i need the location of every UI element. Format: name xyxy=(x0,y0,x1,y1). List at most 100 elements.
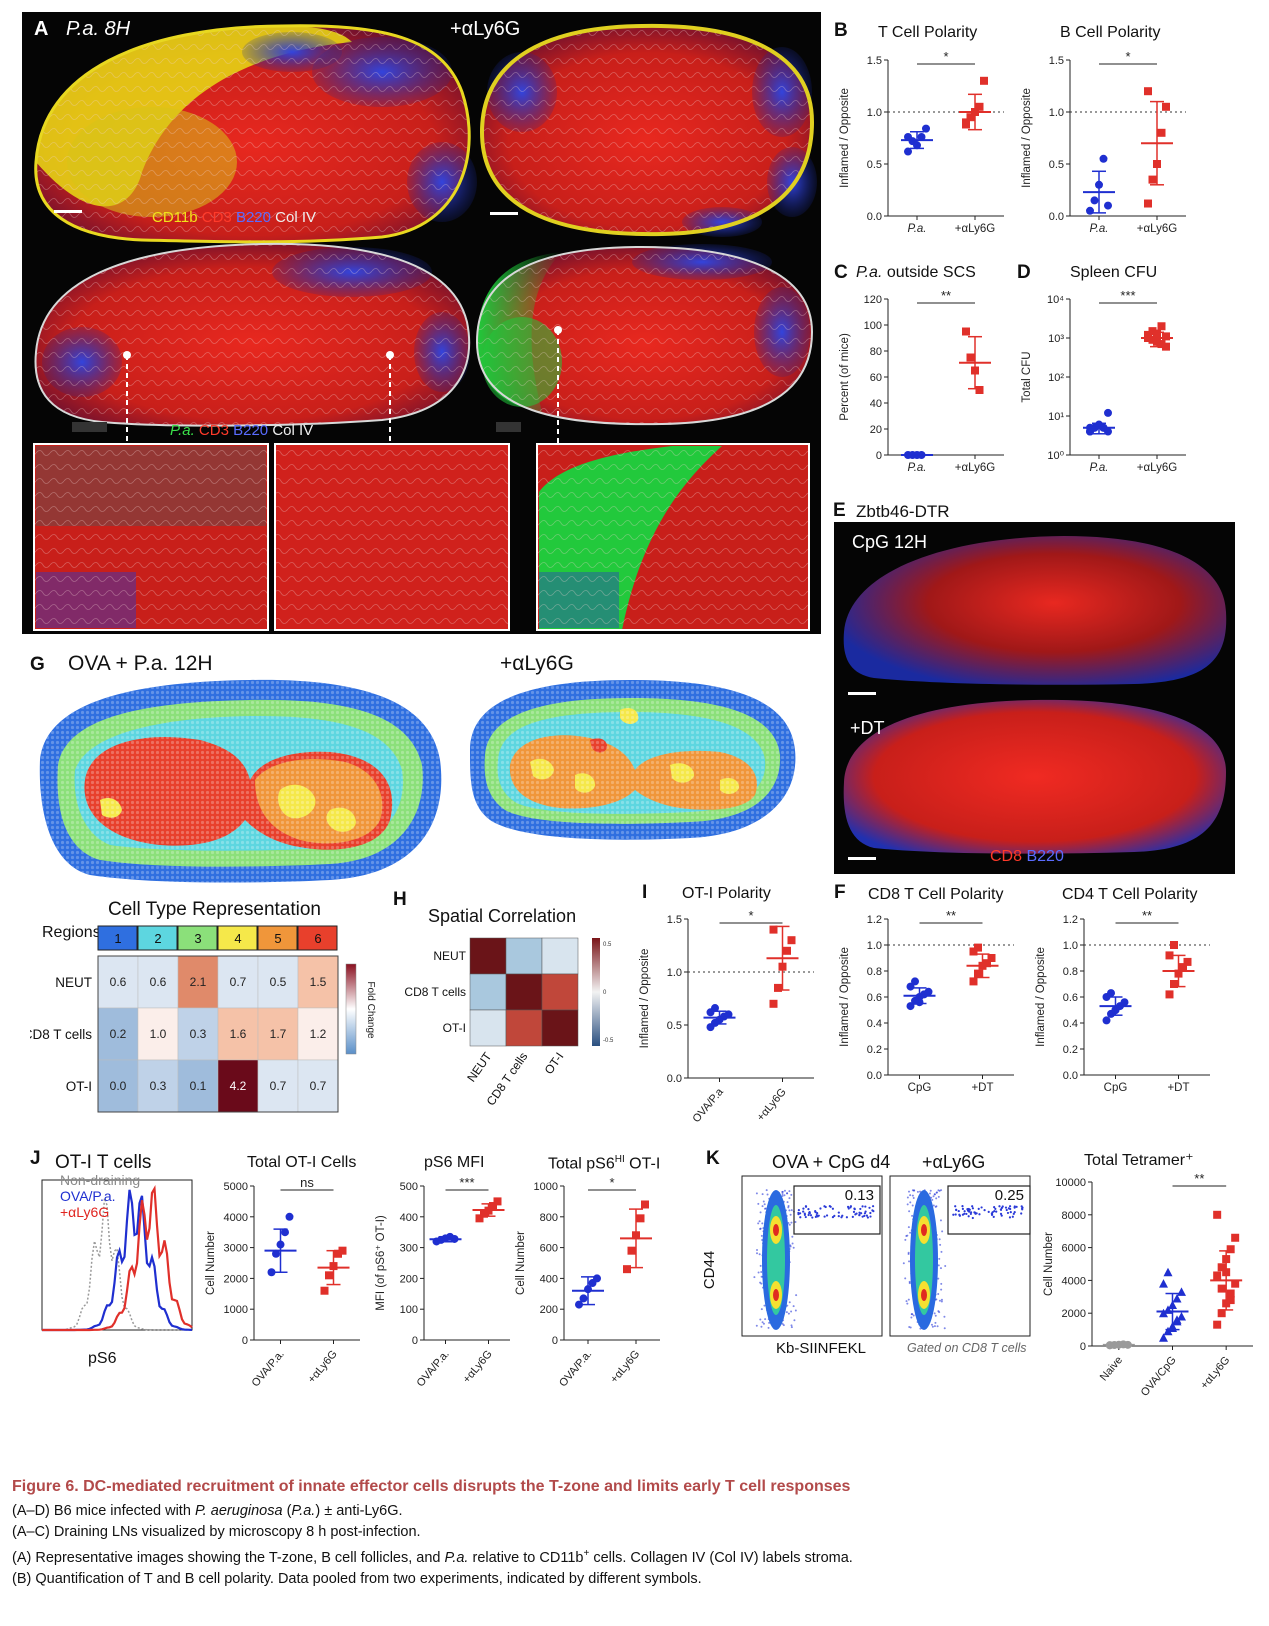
flow-event-gated xyxy=(1020,1205,1023,1208)
flow-event xyxy=(787,1206,790,1209)
heatmap-cell xyxy=(97,1007,139,1061)
y-axis-label: Inflamed / Opposite xyxy=(839,88,851,188)
flow-event xyxy=(906,1196,909,1199)
flow-event-gated xyxy=(954,1213,957,1216)
flow-event xyxy=(790,1310,793,1313)
flow-event xyxy=(902,1262,905,1265)
panel-letter-f: F xyxy=(834,882,846,903)
y-tick-label: 100 xyxy=(864,320,882,332)
correlation-col-label: NEUT xyxy=(464,1049,495,1084)
y-tick-label: 100 xyxy=(400,1304,418,1316)
flow-event-gated xyxy=(969,1211,973,1214)
heatmap-border xyxy=(97,955,339,1113)
data-point xyxy=(636,1214,645,1223)
data-point xyxy=(769,925,778,934)
flow-event-gated xyxy=(807,1213,810,1217)
y-tick-label: 0.4 xyxy=(1063,1018,1078,1030)
flow-event xyxy=(909,1194,912,1197)
heatmap-chart: 1 2 3 4 5 6 NEUT 0.6 0.6 2.1 0.7 0.5 1.5 CD8 T cells 0… xyxy=(30,925,376,1113)
flow-event xyxy=(760,1308,763,1311)
y-tick-label: 0 xyxy=(412,1335,418,1347)
heatmap-value: 0.3 xyxy=(190,1027,207,1041)
data-point xyxy=(975,386,984,394)
data-point xyxy=(1179,963,1187,972)
flow-event xyxy=(906,1302,909,1305)
flow-density xyxy=(921,1224,927,1236)
legend-pa: P.a. xyxy=(170,422,195,439)
x-tick-label: OVA/P.a. xyxy=(250,1348,287,1389)
flow-event xyxy=(908,1260,911,1263)
heatmap-value: 1.5 xyxy=(310,975,327,989)
flow-gate-value: 0.25 xyxy=(995,1187,1024,1204)
node-pa-8h-bottom xyxy=(34,242,471,427)
panel-j2-title: pS6 MFI xyxy=(424,1154,485,1171)
flow-event-gated xyxy=(977,1207,980,1211)
y-tick-label: 400 xyxy=(400,1212,418,1224)
caption-line-3: (A) Representative images showing the T-… xyxy=(12,1548,853,1566)
y-tick-label: 600 xyxy=(540,1243,558,1255)
data-point xyxy=(579,1294,588,1303)
flow-event xyxy=(930,1323,933,1326)
flow-event xyxy=(935,1197,938,1200)
flow-event-gated xyxy=(1004,1206,1008,1209)
flow-event-gated xyxy=(861,1205,864,1208)
flow-event xyxy=(911,1194,914,1197)
y-tick-label: 120 xyxy=(864,294,882,306)
flow-event xyxy=(755,1192,758,1195)
flow-event xyxy=(938,1299,941,1302)
flow-event-gated xyxy=(963,1212,966,1215)
data-point xyxy=(320,1286,329,1295)
flow-event-gated xyxy=(809,1214,813,1217)
data-point xyxy=(1170,980,1178,988)
scale-bar xyxy=(54,210,82,213)
flow-event xyxy=(756,1252,759,1255)
flow-event-gated xyxy=(851,1215,854,1219)
flow-event xyxy=(757,1202,760,1205)
flow-event-gated xyxy=(1013,1211,1016,1214)
data-point xyxy=(1231,1233,1240,1242)
flow-event-gated xyxy=(869,1211,872,1215)
caption-line-2: (A–C) Draining LNs visualized by microsc… xyxy=(12,1524,421,1540)
panel-a-microscopy: A P.a. 8H +αLy6G CD11b CD3 B220 Col IV P… xyxy=(22,12,821,634)
x-tick-label: OVA/CpG xyxy=(1139,1354,1179,1399)
flow-event-gated xyxy=(824,1205,827,1209)
y-axis-label: Inflamed / Opposite xyxy=(1021,88,1033,188)
panel-letter-a: A xyxy=(34,18,49,40)
flow-event xyxy=(940,1282,943,1285)
data-point xyxy=(325,1271,333,1280)
data-point xyxy=(987,954,996,962)
flow-event xyxy=(929,1189,932,1192)
panel-e-legend: CD8 B220 xyxy=(990,848,1064,866)
significance-label: ** xyxy=(941,288,951,303)
flow-event xyxy=(937,1195,940,1198)
flow-event xyxy=(781,1195,784,1198)
flow-event-gated xyxy=(871,1205,875,1208)
panel-letter-b: B xyxy=(834,20,848,41)
flow-event xyxy=(756,1249,759,1252)
y-tick-label: 10¹ xyxy=(1048,411,1064,423)
data-point xyxy=(974,943,982,952)
flow-event-gated xyxy=(825,1214,829,1217)
y-tick-label: 0.8 xyxy=(867,966,882,978)
chart-total-tetramer: 0 2000 4000 6000 8000 10000 Cell Number Naive OV… xyxy=(1043,1171,1253,1399)
region-label: 1 xyxy=(114,931,121,946)
region-swatch xyxy=(137,925,178,951)
data-point xyxy=(334,1249,342,1258)
region-label: 5 xyxy=(274,931,281,946)
y-tick-label: 0 xyxy=(552,1335,558,1347)
flow-event xyxy=(794,1309,797,1312)
data-point xyxy=(627,1246,636,1255)
flow-event-gated xyxy=(961,1207,964,1210)
flow-event-gated xyxy=(952,1213,955,1216)
y-tick-label: 1.5 xyxy=(867,55,882,67)
flow-event xyxy=(786,1201,789,1204)
y-tick-label: 10000 xyxy=(1055,1177,1086,1189)
flow-event-gated xyxy=(797,1208,800,1212)
panel-d-title: Spleen CFU xyxy=(1070,264,1158,281)
flow-event xyxy=(786,1304,789,1307)
data-point xyxy=(1159,1308,1168,1318)
data-point xyxy=(475,1214,484,1223)
heatmap-value: 1.0 xyxy=(150,1027,167,1041)
flow-event-gated xyxy=(957,1209,960,1213)
flow-event xyxy=(763,1207,766,1210)
